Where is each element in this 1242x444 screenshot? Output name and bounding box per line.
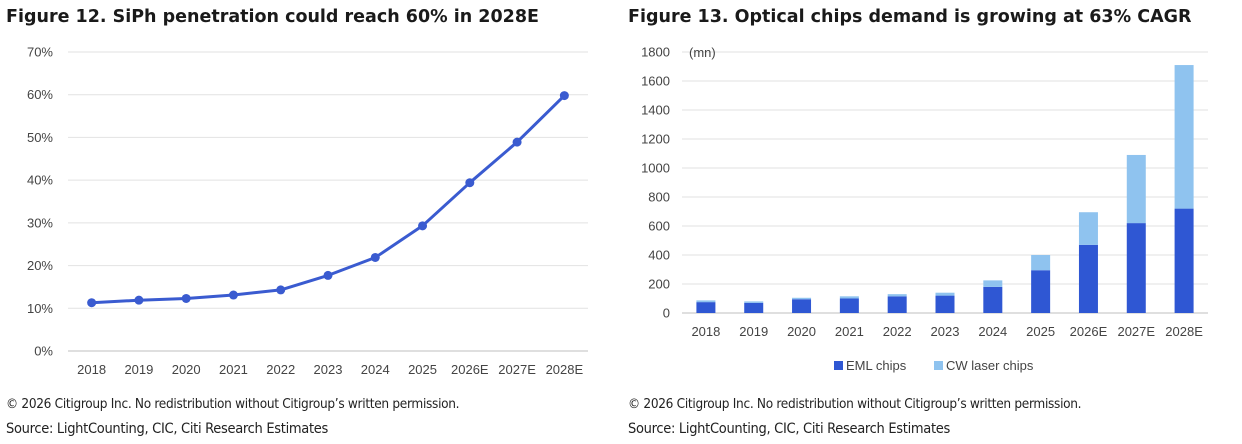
chart-legend: EML chips CW laser chips [834, 358, 1034, 373]
data-point [323, 270, 333, 280]
bar-eml-segment [744, 302, 764, 313]
y-tick-label: 20% [27, 258, 53, 273]
y-tick-label: 400 [648, 248, 670, 263]
bar-cw-laser-segment [839, 296, 859, 299]
bar-cw-laser-segment [696, 300, 716, 303]
x-tick-label: 2024 [361, 362, 390, 377]
bar-cw-laser-segment [887, 294, 907, 297]
data-point [181, 293, 191, 303]
data-point [512, 137, 522, 147]
data-point [418, 221, 428, 231]
x-tick-label: 2018 [691, 324, 720, 339]
bar-cw-laser-segment [744, 301, 764, 303]
x-tick-label: 2021 [219, 362, 248, 377]
y-tick-label: 200 [648, 277, 670, 292]
bar-eml-segment [887, 296, 907, 313]
figure-12-copyright: © 2026 Citigroup Inc. No redistribution … [6, 396, 460, 412]
y-tick-label: 600 [648, 219, 670, 234]
bar-eml-segment [696, 302, 716, 313]
x-tick-label: 2025 [408, 362, 437, 377]
data-point [134, 295, 144, 305]
x-tick-label: 2018 [77, 362, 106, 377]
x-tick-label: 2022 [266, 362, 295, 377]
optical-chips-stacked-bar-chart: 0 200 400 600 800 1000 1200 1400 1600 1800 (mn) 201… [641, 45, 1208, 373]
data-point [87, 298, 97, 308]
x-tick-label: 2024 [978, 324, 1007, 339]
figure-12-title: Figure 12. SiPh penetration could reach … [6, 7, 539, 27]
bar-cw-laser-segment [1174, 65, 1194, 209]
figure-13-title: Figure 13. Optical chips demand is growi… [628, 7, 1192, 27]
x-tick-label: 2021 [835, 324, 864, 339]
siph-penetration-line-chart: 0% 10% 20% 30% 40% 50% 60% 70% 2018 2019 2020 2021 2… [27, 45, 588, 377]
y-tick-label: 1800 [641, 45, 670, 60]
y-tick-label: 10% [27, 301, 53, 316]
x-tick-label: 2026E [451, 362, 489, 377]
bar-eml-segment [792, 299, 812, 313]
data-point [228, 290, 238, 300]
x-tick-label: 2028E [1165, 324, 1203, 339]
bar-cw-laser-segment [935, 292, 955, 296]
bar-eml-segment [1078, 244, 1098, 313]
bar-eml-segment [1174, 208, 1194, 313]
data-point [559, 91, 569, 101]
y-tick-label: 1200 [641, 132, 670, 147]
legend-swatch-eml [834, 361, 843, 370]
x-tick-label: 2025 [1026, 324, 1055, 339]
x-tick-label: 2023 [931, 324, 960, 339]
figure-12-source: Source: LightCounting, CIC, Citi Researc… [6, 421, 329, 437]
data-point [370, 252, 380, 262]
bar-eml-segment [1031, 270, 1051, 313]
figure-12-panel: Figure 12. SiPh penetration could reach … [0, 0, 610, 444]
bar-cw-laser-segment [1078, 212, 1098, 245]
figure-13-copyright: © 2026 Citigroup Inc. No redistribution … [628, 396, 1082, 412]
legend-swatch-cw-laser [934, 361, 943, 370]
data-point [276, 285, 286, 295]
x-tick-label: 2028E [546, 362, 584, 377]
x-tick-label: 2027E [1117, 324, 1155, 339]
x-tick-label: 2027E [498, 362, 536, 377]
y-tick-label: 0 [663, 306, 670, 321]
y-tick-label: 800 [648, 190, 670, 205]
x-tick-label: 2019 [124, 362, 153, 377]
x-tick-label: 2026E [1070, 324, 1108, 339]
bar-eml-segment [983, 286, 1003, 313]
y-tick-label: 1000 [641, 161, 670, 176]
bar-cw-laser-segment [1126, 154, 1146, 224]
y-tick-label: 50% [27, 130, 53, 145]
y-tick-label: 30% [27, 215, 53, 230]
x-tick-label: 2020 [172, 362, 201, 377]
y-tick-label: 70% [27, 45, 53, 60]
x-tick-label: 2023 [314, 362, 343, 377]
bar-cw-laser-segment [792, 297, 812, 300]
y-tick-label: 0% [34, 344, 53, 359]
legend-label: EML chips [846, 358, 907, 373]
y-tick-label: 1600 [641, 74, 670, 89]
unit-label: (mn) [689, 45, 716, 60]
figure-13-source: Source: LightCounting, CIC, Citi Researc… [628, 421, 951, 437]
data-point [465, 178, 475, 188]
bar-eml-segment [839, 298, 859, 313]
y-tick-label: 40% [27, 173, 53, 188]
y-tick-label: 1400 [641, 103, 670, 118]
legend-label: CW laser chips [946, 358, 1034, 373]
x-tick-label: 2020 [787, 324, 816, 339]
x-tick-label: 2022 [883, 324, 912, 339]
bar-cw-laser-segment [983, 280, 1003, 287]
y-tick-label: 60% [27, 87, 53, 102]
x-tick-label: 2019 [739, 324, 768, 339]
figure-13-panel: Figure 13. Optical chips demand is growi… [622, 0, 1242, 444]
bar-eml-segment [1126, 223, 1146, 313]
bar-eml-segment [935, 295, 955, 313]
bar-cw-laser-segment [1031, 255, 1051, 271]
